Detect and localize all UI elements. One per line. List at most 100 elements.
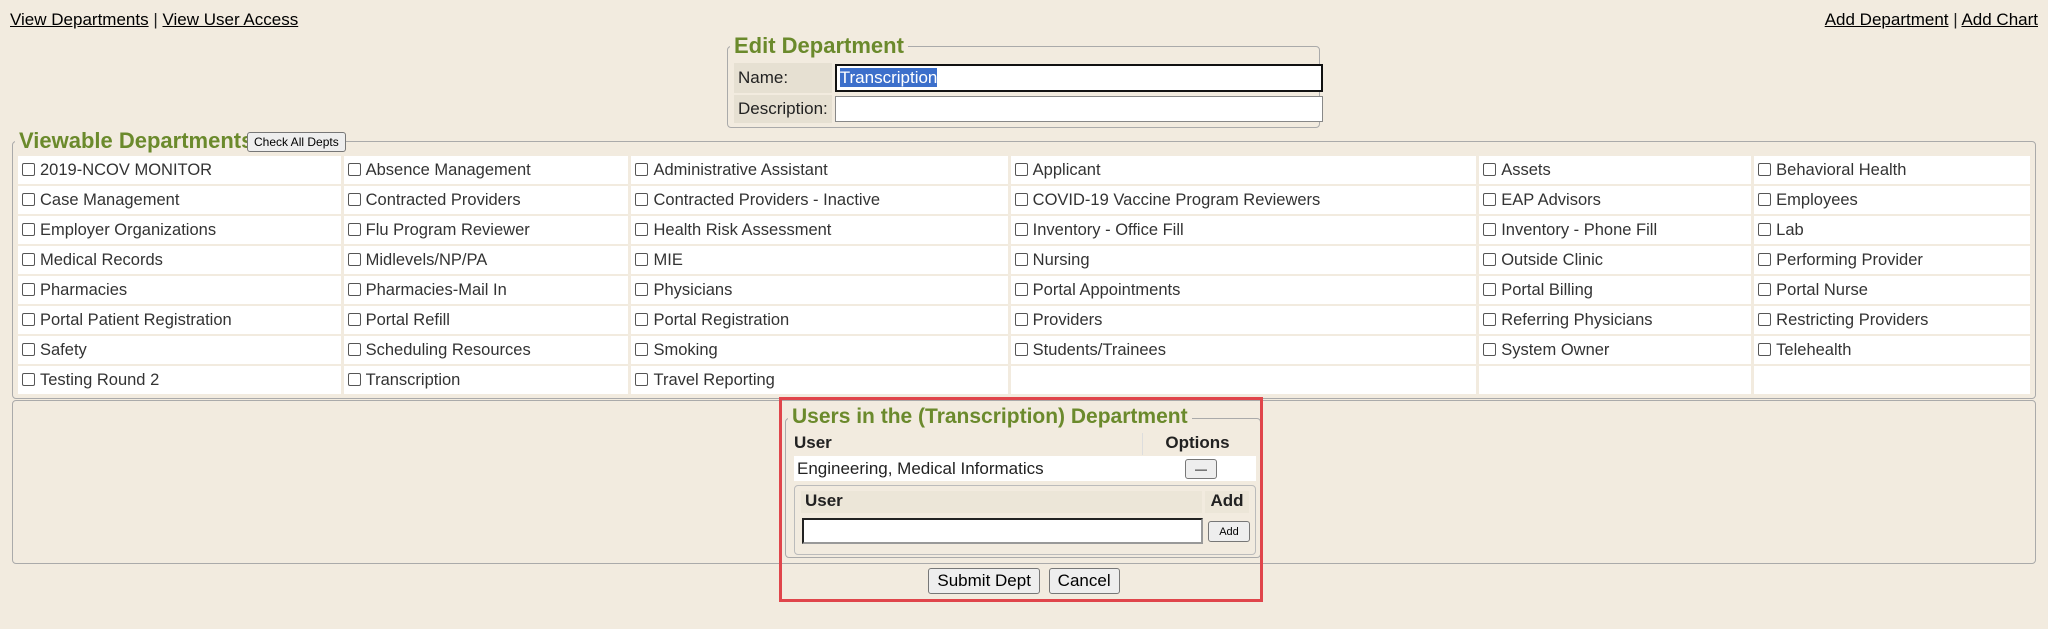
department-checkbox[interactable]	[1758, 192, 1772, 206]
department-checkbox[interactable]	[1014, 162, 1028, 176]
department-label: Portal Registration	[653, 310, 790, 329]
department-cell: Testing Round 2	[18, 366, 341, 394]
department-checkbox[interactable]	[635, 342, 649, 356]
department-row: Testing Round 2 Transcription Travel Repor…	[18, 366, 2030, 394]
users-section-container	[12, 400, 2036, 564]
submit-dept-button[interactable]: Submit Dept	[928, 568, 1040, 594]
department-checkbox[interactable]	[22, 282, 35, 296]
department-checkbox[interactable]	[1014, 252, 1028, 266]
department-checkbox[interactable]	[1014, 342, 1028, 356]
department-label: Behavioral Health	[1776, 160, 1907, 179]
department-checkbox[interactable]	[347, 192, 361, 206]
department-cell: Restricting Providers	[1754, 306, 2030, 334]
department-label: Portal Nurse	[1776, 280, 1868, 299]
department-checkbox[interactable]	[635, 162, 649, 176]
department-cell: Lab	[1754, 216, 2030, 244]
department-cell: Absence Management	[343, 156, 629, 184]
department-checkbox[interactable]	[22, 342, 35, 356]
department-checkbox[interactable]	[347, 342, 361, 356]
department-checkbox[interactable]	[347, 282, 361, 296]
department-checkbox[interactable]	[347, 372, 361, 386]
name-input[interactable]: Transcription	[834, 64, 1323, 92]
department-cell: Portal Nurse	[1754, 276, 2030, 304]
department-cell: Portal Registration	[631, 306, 1008, 334]
department-checkbox[interactable]	[22, 252, 35, 266]
separator: |	[153, 10, 158, 29]
department-checkbox[interactable]	[1758, 342, 1772, 356]
department-checkbox[interactable]	[635, 312, 649, 326]
department-row: Pharmacies Pharmacies-Mail In Physicians Po…	[18, 276, 2030, 304]
department-cell: Students/Trainees	[1010, 336, 1477, 364]
view-departments-link[interactable]: View Departments	[10, 10, 149, 29]
department-checkbox[interactable]	[1014, 282, 1028, 296]
department-label: Telehealth	[1776, 340, 1852, 359]
department-checkbox[interactable]	[1758, 162, 1772, 176]
department-checkbox[interactable]	[22, 162, 35, 176]
department-cell: COVID-19 Vaccine Program Reviewers	[1010, 186, 1477, 214]
department-cell: Transcription	[343, 366, 629, 394]
department-cell: Portal Billing	[1479, 276, 1752, 304]
department-cell	[1010, 366, 1477, 394]
department-checkbox[interactable]	[1483, 252, 1497, 266]
check-all-depts-button[interactable]: Check All Depts	[247, 132, 346, 152]
department-checkbox[interactable]	[1758, 252, 1772, 266]
department-checkbox[interactable]	[635, 282, 649, 296]
department-checkbox[interactable]	[347, 162, 361, 176]
department-checkbox[interactable]	[1483, 192, 1497, 206]
cancel-button[interactable]: Cancel	[1048, 568, 1120, 594]
department-cell: Referring Physicians	[1479, 306, 1752, 334]
department-checkbox[interactable]	[1014, 312, 1028, 326]
department-label: Transcription	[365, 370, 461, 389]
department-checkbox[interactable]	[22, 222, 35, 236]
department-cell: Flu Program Reviewer	[343, 216, 629, 244]
view-user-access-link[interactable]: View User Access	[162, 10, 299, 29]
department-cell: Scheduling Resources	[343, 336, 629, 364]
department-label: Pharmacies-Mail In	[365, 280, 507, 299]
name-input-value: Transcription	[839, 68, 938, 87]
department-checkbox[interactable]	[1483, 282, 1497, 296]
department-cell: Providers	[1010, 306, 1477, 334]
department-label: Employees	[1776, 190, 1858, 209]
department-checkbox[interactable]	[1483, 162, 1497, 176]
description-input[interactable]	[834, 96, 1323, 122]
department-checkbox[interactable]	[1758, 282, 1772, 296]
department-checkbox[interactable]	[1483, 222, 1497, 236]
department-checkbox[interactable]	[1758, 222, 1772, 236]
department-checkbox[interactable]	[1014, 192, 1028, 206]
department-checkbox[interactable]	[347, 312, 361, 326]
department-checkbox[interactable]	[22, 312, 35, 326]
edit-department-fieldset: Edit Department Name: Transcription Desc…	[727, 33, 1323, 128]
department-label: Portal Billing	[1501, 280, 1593, 299]
add-user-button[interactable]: Add	[1208, 521, 1250, 542]
department-label: Inventory - Phone Fill	[1501, 220, 1658, 239]
department-checkbox[interactable]	[1014, 222, 1028, 236]
department-cell: Performing Provider	[1754, 246, 2030, 274]
department-checkbox[interactable]	[22, 192, 35, 206]
department-label: Scheduling Resources	[365, 340, 531, 359]
department-label: Students/Trainees	[1032, 340, 1166, 359]
department-row: Case Management Contracted Providers Contr…	[18, 186, 2030, 214]
department-checkbox[interactable]	[635, 372, 649, 386]
department-label: Portal Appointments	[1032, 280, 1181, 299]
department-checkbox[interactable]	[347, 252, 361, 266]
department-label: System Owner	[1501, 340, 1610, 359]
department-label: Absence Management	[365, 160, 531, 179]
department-users-fieldset: Users in the (Transcription) Department …	[785, 405, 1261, 558]
department-checkbox[interactable]	[347, 222, 361, 236]
department-checkbox[interactable]	[1758, 312, 1772, 326]
department-cell: Nursing	[1010, 246, 1477, 274]
department-cell: Pharmacies-Mail In	[343, 276, 629, 304]
department-checkbox[interactable]	[635, 222, 649, 236]
remove-user-button[interactable]: —	[1185, 459, 1217, 479]
add-user-input[interactable]	[802, 518, 1203, 544]
department-checkbox[interactable]	[1483, 312, 1497, 326]
department-checkbox[interactable]	[635, 192, 649, 206]
department-label: Portal Patient Registration	[40, 310, 232, 329]
form-actions: Submit Dept Cancel	[0, 568, 2048, 594]
department-checkbox[interactable]	[22, 372, 35, 386]
department-checkbox[interactable]	[1483, 342, 1497, 356]
department-label: Providers	[1032, 310, 1103, 329]
add-chart-link[interactable]: Add Chart	[1961, 10, 2038, 29]
department-checkbox[interactable]	[635, 252, 649, 266]
add-department-link[interactable]: Add Department	[1824, 10, 1949, 29]
